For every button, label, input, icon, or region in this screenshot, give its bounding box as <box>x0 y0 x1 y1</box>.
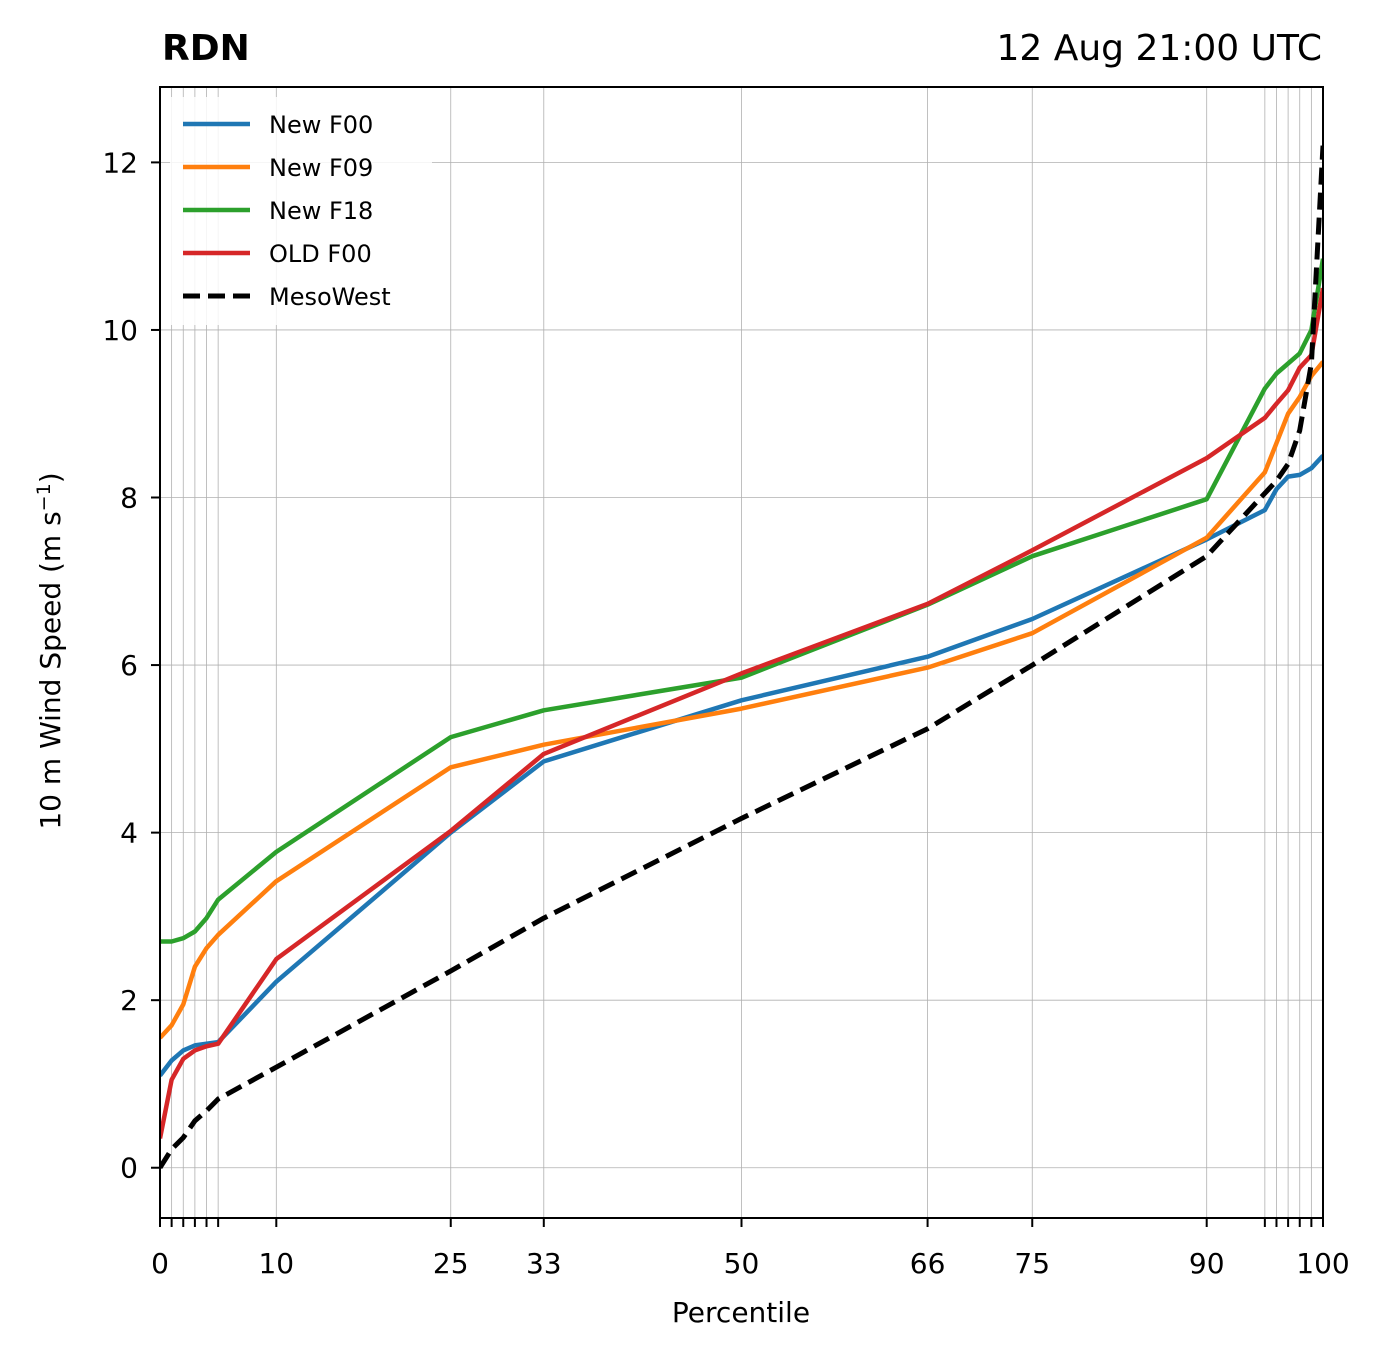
x-tick-label: 0 <box>151 1247 169 1280</box>
series-group <box>160 145 1323 1170</box>
y-tick-label: 2 <box>120 984 138 1017</box>
chart-title: RDN <box>162 28 250 69</box>
x-tick-label: 10 <box>258 1247 294 1280</box>
x-tick-label: 33 <box>526 1247 562 1280</box>
series-line-new-f09 <box>160 360 1323 1040</box>
y-tick-label: 8 <box>120 482 138 515</box>
y-tick-label: 6 <box>120 649 138 682</box>
y-tick-label: 0 <box>120 1152 138 1185</box>
y-tick-label: 4 <box>120 817 138 850</box>
series-line-new-f00 <box>160 454 1323 1077</box>
y-axis-title-close: ) <box>34 472 67 483</box>
legend: New F00 New F09 New F18 OLD F00 MesoWest <box>170 97 432 325</box>
series-line-old-f00 <box>160 287 1323 1139</box>
chart-timestamp: 12 Aug 21:00 UTC <box>996 28 1322 69</box>
x-tick-label: 100 <box>1296 1247 1349 1280</box>
x-tick-label: 25 <box>433 1247 469 1280</box>
x-tick-label: 90 <box>1189 1247 1225 1280</box>
series-line-new-f18 <box>160 258 1323 944</box>
y-axis-title-exponent: −1 <box>33 483 55 511</box>
y-tick-label: 10 <box>102 314 138 347</box>
legend-label: New F00 <box>269 111 373 139</box>
legend-label: New F18 <box>269 197 373 225</box>
legend-label: OLD F00 <box>269 240 372 268</box>
series-line-mesowest <box>160 145 1323 1170</box>
legend-label: MesoWest <box>269 283 391 311</box>
legend-label: New F09 <box>269 154 373 182</box>
series-lines <box>160 145 1323 1170</box>
x-axis-title: Percentile <box>672 1296 810 1329</box>
y-axis-title-main: 10 m Wind Speed (m s <box>34 511 67 829</box>
y-tick-label: 12 <box>102 146 138 179</box>
x-tick-label: 75 <box>1014 1247 1050 1280</box>
y-axis-title: 10 m Wind Speed (m s−1) <box>33 472 67 829</box>
x-tick-label: 50 <box>724 1247 760 1280</box>
axis-ticks: 0 10 25 33 50 66 75 90 100 0 2 4 6 8 10 12 <box>102 146 1349 1280</box>
x-tick-label: 66 <box>910 1247 946 1280</box>
